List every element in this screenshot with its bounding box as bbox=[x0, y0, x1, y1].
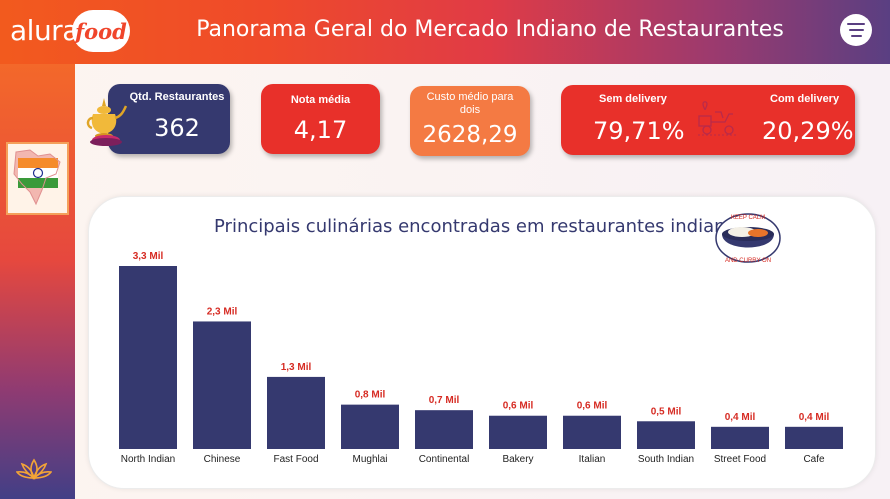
x-tick-label: Bakery bbox=[502, 454, 533, 465]
data-label: 0,5 Mil bbox=[651, 406, 682, 417]
logo-food-badge: food bbox=[72, 10, 130, 52]
delivery-scooter-icon bbox=[698, 101, 738, 136]
x-tick-label: Cafe bbox=[803, 454, 825, 465]
x-tick-label: Chinese bbox=[204, 454, 241, 465]
india-map-flag-icon[interactable] bbox=[6, 142, 69, 215]
hamburger-menu-icon[interactable] bbox=[840, 14, 872, 46]
x-tick-label: Street Food bbox=[714, 454, 766, 465]
kpi-value-custo: 2628,29 bbox=[422, 122, 518, 148]
kpi-value-sem-delivery: 79,71% bbox=[593, 117, 685, 145]
lotus-icon bbox=[16, 458, 52, 480]
data-label: 0,4 Mil bbox=[725, 412, 756, 423]
cuisines-bar-chart: 3,3 Mil North Indian 2,3 Mil Chinese 1,3 Mil… bbox=[119, 251, 843, 465]
x-tick-label: North Indian bbox=[121, 454, 175, 465]
header-bar: alura food Panorama Geral do Mercado Ind… bbox=[0, 0, 890, 64]
kpi-card-nota: Nota média 4,17 bbox=[261, 84, 380, 154]
x-tick-label: South Indian bbox=[638, 454, 694, 465]
bar-bakery[interactable] bbox=[489, 415, 547, 449]
kpi-value-restaurantes: 362 bbox=[154, 114, 200, 142]
data-label: 1,3 Mil bbox=[281, 362, 312, 373]
kpi-label-sem-delivery: Sem delivery bbox=[599, 93, 667, 105]
bar-chinese[interactable] bbox=[193, 321, 251, 449]
kpi-label-custo: Custo médio para dois bbox=[426, 91, 514, 116]
logo-food-text: food bbox=[75, 18, 127, 44]
kpi-label-nota: Nota média bbox=[290, 94, 351, 106]
data-label: 3,3 Mil bbox=[133, 251, 164, 262]
bar-south-indian[interactable] bbox=[637, 421, 695, 449]
kpi-label-com-delivery: Com delivery bbox=[770, 93, 840, 105]
x-tick-label: Fast Food bbox=[273, 454, 318, 465]
bar-cafe[interactable] bbox=[785, 426, 843, 449]
x-tick-label: Italian bbox=[579, 454, 606, 465]
bar-mughlai[interactable] bbox=[341, 404, 399, 449]
kpi-card-restaurantes: Qtd. Restaurantes 362 bbox=[108, 84, 230, 154]
data-label: 0,4 Mil bbox=[799, 412, 830, 423]
bar-north-indian[interactable] bbox=[119, 266, 177, 449]
bar-street-food[interactable] bbox=[711, 426, 769, 449]
badge-bottom-text: AND CURRY ON bbox=[725, 258, 771, 264]
bar-continental[interactable] bbox=[415, 410, 473, 449]
data-label: 2,3 Mil bbox=[207, 306, 238, 317]
kpi-value-nota: 4,17 bbox=[293, 116, 348, 144]
curry-bowl-icon: KEEP CALM AND CURRY ON bbox=[715, 213, 781, 264]
logo-alura-text: alura bbox=[10, 14, 79, 47]
kpi-card-custo: Custo médio para dois 2628,29 bbox=[410, 86, 530, 156]
teapot-icon bbox=[86, 98, 128, 146]
data-label: 0,6 Mil bbox=[503, 401, 534, 412]
kpi-value-com-delivery: 20,29% bbox=[762, 117, 854, 145]
chart-title: Principais culinárias encontradas em res… bbox=[214, 216, 746, 237]
kpi-card-delivery: Sem delivery 79,71% Com delivery 20,29% bbox=[561, 85, 855, 155]
badge-top-text: KEEP CALM bbox=[731, 215, 765, 221]
sidebar bbox=[0, 64, 75, 499]
data-label: 0,6 Mil bbox=[577, 401, 608, 412]
kpi-label-restaurantes: Qtd. Restaurantes bbox=[129, 91, 225, 103]
bar-fast-food[interactable] bbox=[267, 376, 325, 449]
data-label: 0,8 Mil bbox=[355, 390, 386, 401]
data-label: 0,7 Mil bbox=[429, 395, 460, 406]
x-tick-label: Continental bbox=[419, 454, 470, 465]
bar-italian[interactable] bbox=[563, 415, 621, 449]
page-title: Panorama Geral do Mercado Indiano de Res… bbox=[196, 17, 784, 42]
x-tick-label: Mughlai bbox=[352, 454, 387, 465]
